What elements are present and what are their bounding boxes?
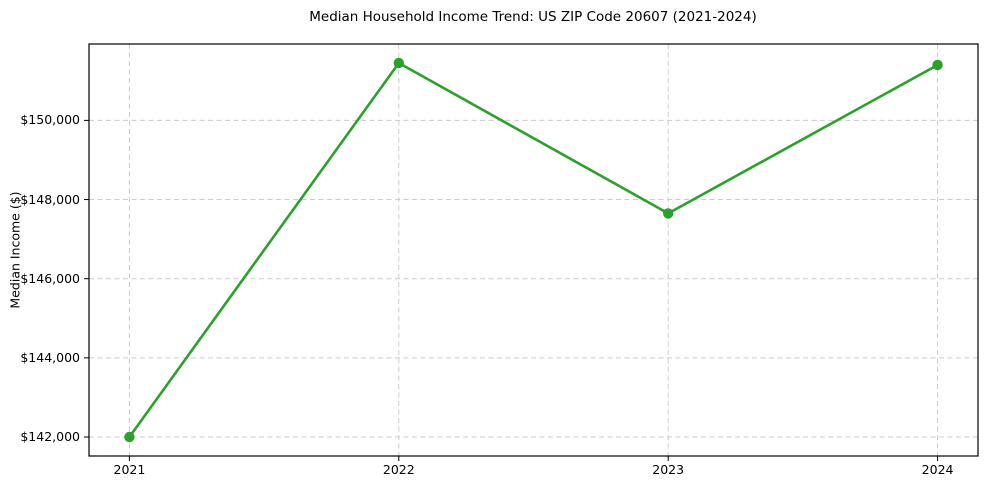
x-tick-label: 2021 xyxy=(113,462,146,477)
trend-line xyxy=(128,61,939,439)
x-tick-label: 2023 xyxy=(652,462,685,477)
data-point-2023 xyxy=(662,208,674,219)
plot-border xyxy=(88,43,979,457)
y-tick-label: $142,000 xyxy=(20,429,80,444)
x-tick-label: 2024 xyxy=(921,462,954,477)
data-point-2024 xyxy=(932,59,943,71)
y-tick-label: $144,000 xyxy=(20,349,80,365)
data-point-2021 xyxy=(124,431,135,443)
x-tick-label: 2022 xyxy=(382,462,415,477)
y-axis-label: Median Income ($) xyxy=(7,191,23,309)
y-tick-label: $146,000 xyxy=(20,270,80,286)
chart-title: Median Household Income Trend: US ZIP Co… xyxy=(309,9,757,25)
data-point-2022 xyxy=(393,57,405,69)
y-tick-label: $150,000 xyxy=(20,112,80,128)
y-tick-label: $148,000 xyxy=(20,191,80,207)
